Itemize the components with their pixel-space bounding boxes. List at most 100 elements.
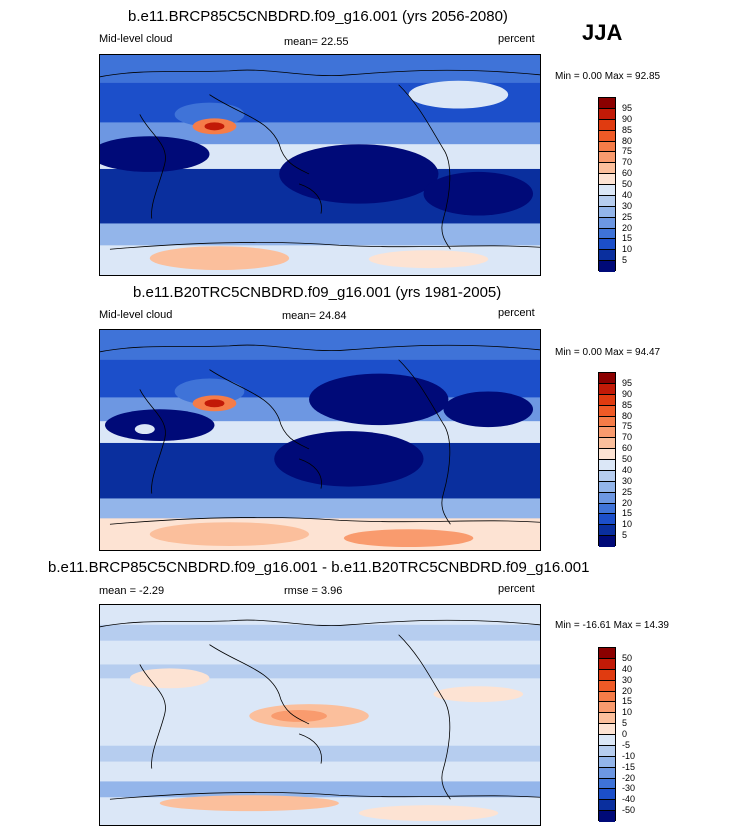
- panel-2-mean: mean= 24.84: [282, 310, 347, 322]
- colorbar-swatch: [599, 470, 615, 482]
- colorbar-swatch: [599, 735, 615, 746]
- colorbar-label: 30: [622, 475, 633, 486]
- colorbar-swatch: [599, 648, 615, 659]
- colorbar-swatch: [599, 174, 615, 185]
- colorbar-label: 25: [622, 486, 633, 497]
- colorbar-label: 85: [622, 399, 633, 410]
- colorbar-label: 10: [622, 244, 633, 255]
- colorbar-swatch: [599, 108, 615, 120]
- colorbar-swatch: [599, 778, 615, 790]
- colorbar-swatch: [599, 261, 615, 272]
- panel-1-variable-label: Mid-level cloud: [99, 33, 173, 45]
- panel-3-units: percent: [498, 583, 535, 595]
- colorbar-swatch: [599, 206, 615, 218]
- colorbar-label: -50: [622, 805, 636, 816]
- colorbar-label: 75: [622, 421, 633, 432]
- colorbar-label: 95: [622, 102, 633, 113]
- colorbar-swatch: [599, 130, 615, 142]
- colorbar-label: -30: [622, 783, 636, 794]
- colorbar-label: 40: [622, 663, 633, 674]
- panel-2-map: [99, 329, 541, 551]
- colorbar-label: 95: [622, 377, 633, 388]
- colorbar-label: 40: [622, 189, 633, 200]
- colorbar-swatch: [599, 427, 615, 439]
- colorbar-label: 70: [622, 157, 633, 168]
- colorbar-swatch: [599, 438, 615, 450]
- panel-3-mean: mean = -2.29: [99, 585, 165, 597]
- panel-3-colorbar: [598, 647, 616, 822]
- colorbar-swatch: [599, 536, 615, 547]
- colorbar-label: 75: [622, 146, 633, 157]
- colorbar-label: 5: [622, 530, 628, 541]
- panel-1-map-field: [100, 55, 540, 275]
- colorbar-swatch: [599, 394, 615, 406]
- colorbar-label: 90: [622, 113, 633, 124]
- colorbar-swatch: [599, 98, 615, 109]
- colorbar-label: 5: [622, 255, 628, 266]
- panel-1-colorbar: [598, 97, 616, 272]
- colorbar-label: 80: [622, 410, 633, 421]
- colorbar-label: 80: [622, 135, 633, 146]
- colorbar-swatch: [599, 756, 615, 768]
- colorbar-swatch: [599, 228, 615, 240]
- colorbar-label: 90: [622, 388, 633, 399]
- colorbar-label: 50: [622, 652, 633, 663]
- colorbar-swatch: [599, 767, 615, 779]
- colorbar-label: 5: [622, 718, 628, 729]
- colorbar-label: -20: [622, 772, 636, 783]
- panel-2-variable-label: Mid-level cloud: [99, 309, 173, 321]
- colorbar-label: 25: [622, 211, 633, 222]
- colorbar-label: -40: [622, 794, 636, 805]
- panel-2-minmax: Min = 0.00 Max = 94.47: [555, 347, 661, 358]
- colorbar-swatch: [599, 669, 615, 681]
- colorbar-swatch: [599, 789, 615, 801]
- colorbar-label: -5: [622, 739, 631, 750]
- colorbar-label: 10: [622, 519, 633, 530]
- colorbar-swatch: [599, 383, 615, 395]
- panel-2-map-field: [100, 330, 540, 550]
- colorbar-label: -10: [622, 750, 636, 761]
- panel-1-mean: mean= 22.55: [284, 36, 349, 48]
- colorbar-swatch: [599, 405, 615, 417]
- colorbar-swatch: [599, 185, 615, 196]
- colorbar-label: 10: [622, 707, 633, 718]
- colorbar-swatch: [599, 449, 615, 460]
- colorbar-label: 40: [622, 464, 633, 475]
- colorbar-swatch: [599, 525, 615, 537]
- colorbar-swatch: [599, 152, 615, 164]
- colorbar-swatch: [599, 811, 615, 822]
- colorbar-label: 70: [622, 432, 633, 443]
- colorbar-label: 0: [622, 729, 628, 739]
- colorbar-swatch: [599, 691, 615, 703]
- panel-3-map: [99, 604, 541, 826]
- colorbar-swatch: [599, 239, 615, 251]
- colorbar-swatch: [599, 195, 615, 207]
- colorbar-swatch: [599, 713, 615, 725]
- colorbar-swatch: [599, 460, 615, 471]
- colorbar-swatch: [599, 503, 615, 515]
- colorbar-swatch: [599, 514, 615, 526]
- colorbar-swatch: [599, 680, 615, 692]
- colorbar-label: 30: [622, 674, 633, 685]
- colorbar-swatch: [599, 250, 615, 262]
- panel-3-minmax: Min = -16.61 Max = 14.39: [555, 620, 669, 631]
- colorbar-swatch: [599, 373, 615, 384]
- panel-1-title: b.e11.BRCP85C5CNBDRD.f09_g16.001 (yrs 20…: [128, 8, 508, 25]
- panel-2-title: b.e11.B20TRC5CNBDRD.f09_g16.001 (yrs 198…: [133, 284, 502, 301]
- colorbar-label: 15: [622, 508, 633, 519]
- panel-3-rmse: rmse = 3.96: [284, 585, 343, 597]
- panel-1-units: percent: [498, 33, 535, 45]
- colorbar-label: 15: [622, 696, 633, 707]
- panel-3-title: b.e11.BRCP85C5CNBDRD.f09_g16.001 - b.e11…: [48, 559, 590, 576]
- colorbar-swatch: [599, 481, 615, 493]
- colorbar-label: 85: [622, 124, 633, 135]
- colorbar-swatch: [599, 217, 615, 229]
- colorbar-label: 15: [622, 233, 633, 244]
- colorbar-swatch: [599, 416, 615, 428]
- colorbar-swatch: [599, 119, 615, 131]
- colorbar-label: 20: [622, 497, 633, 508]
- panel-2-colorbar: [598, 372, 616, 547]
- colorbar-label: 30: [622, 200, 633, 211]
- colorbar-label: -15: [622, 761, 636, 772]
- colorbar-swatch: [599, 702, 615, 714]
